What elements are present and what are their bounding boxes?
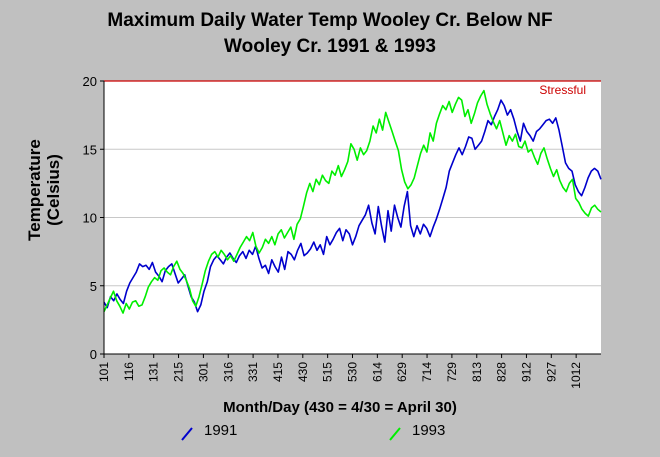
y-tick-label-0: 0 [90, 347, 97, 362]
x-tick-label-101: 101 [97, 362, 111, 382]
x-tick-label-301: 301 [196, 362, 210, 382]
x-tick-label-316: 316 [221, 362, 235, 382]
x-tick-label-515: 515 [321, 362, 335, 382]
x-tick-label-614: 614 [370, 362, 384, 382]
legend-swatch-1993 [389, 427, 401, 441]
y-tick-label-5: 5 [90, 279, 97, 294]
chart-title-line-2: Wooley Cr. 1991 & 1993 [224, 36, 436, 57]
legend-label-1991: 1991 [204, 422, 238, 439]
x-tick-label-729: 729 [445, 362, 459, 382]
x-tick-label-629: 629 [395, 362, 409, 382]
x-tick-label-430: 430 [296, 362, 310, 382]
x-tick-label-813: 813 [470, 362, 484, 382]
y-tick-label-10: 10 [83, 211, 97, 226]
chart-title-line-1: Maximum Daily Water Temp Wooley Cr. Belo… [107, 10, 553, 31]
x-tick-label-714: 714 [420, 362, 434, 382]
x-tick-label-912: 912 [519, 362, 533, 382]
x-tick-label-116: 116 [122, 362, 136, 381]
x-tick-label-415: 415 [271, 362, 285, 382]
x-tick-label-215: 215 [172, 362, 186, 382]
y-tick-label-15: 15 [83, 142, 97, 157]
legend-label-1993: 1993 [412, 422, 446, 439]
x-tick-label-828: 828 [495, 362, 509, 382]
legend-swatch-1991 [181, 427, 193, 441]
x-tick-label-927: 927 [544, 362, 558, 382]
x-tick-label-331: 331 [246, 362, 260, 382]
series-line-1993 [103, 89, 602, 314]
x-tick-label-1012: 1012 [569, 362, 583, 389]
threshold-label: Stressful [539, 83, 586, 97]
x-tick-label-530: 530 [346, 362, 360, 382]
x-tick-label-131: 131 [147, 362, 161, 382]
x-axis-label: Month/Day (430 = 4/30 = April 30) [223, 399, 457, 416]
y-tick-label-20: 20 [83, 74, 97, 89]
